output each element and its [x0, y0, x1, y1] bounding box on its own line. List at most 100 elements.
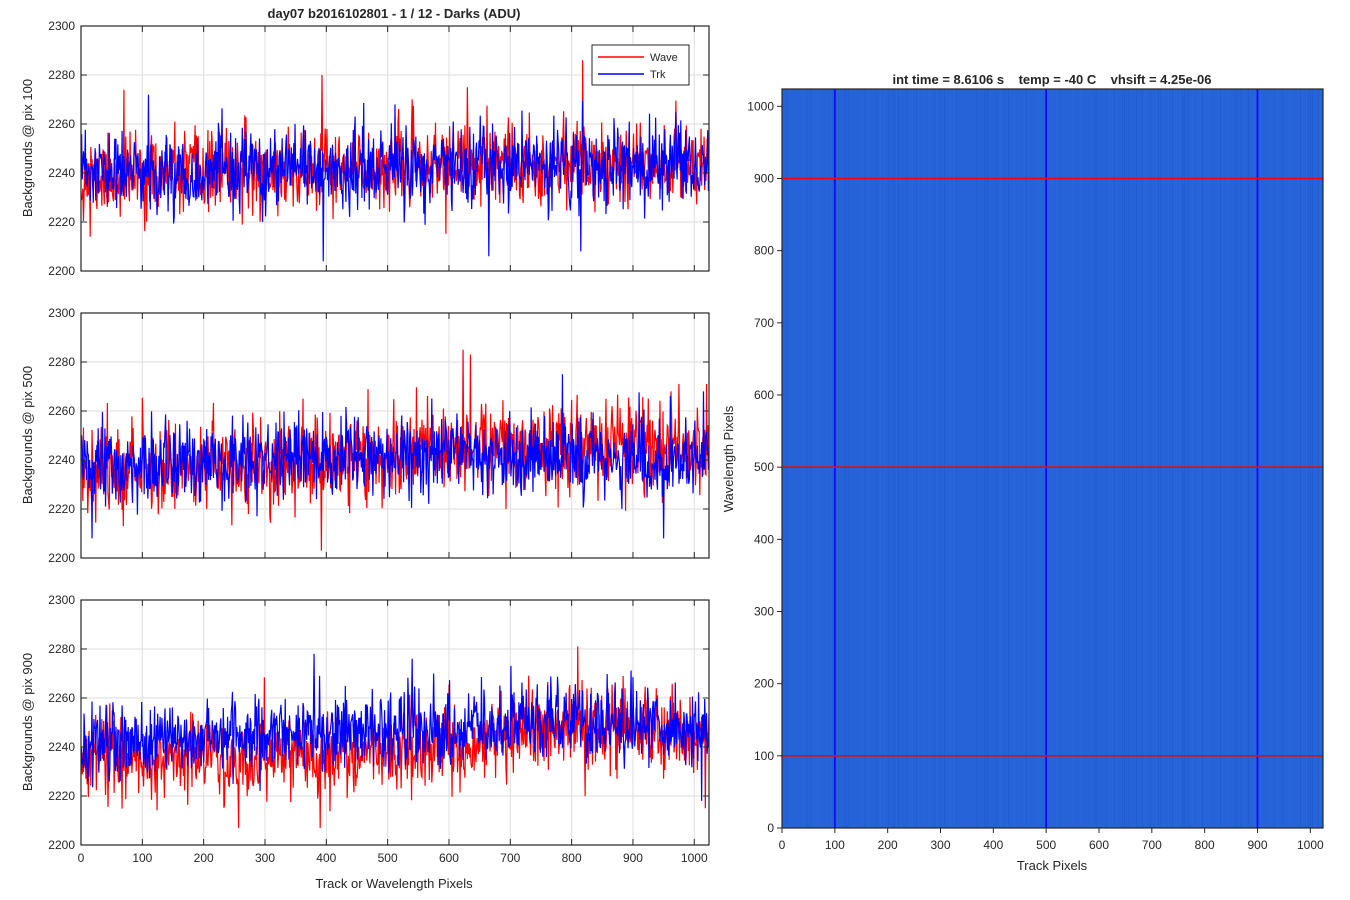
y-tick-label: 2200 — [48, 264, 75, 278]
heatmap-column-texture — [1298, 89, 1299, 828]
plot-area: 2200 2220 2240 2260 2280 2300 — [48, 306, 710, 565]
heatmap-column-texture — [1126, 89, 1127, 828]
heatmap-column-texture — [1122, 89, 1123, 828]
x-tick-label: 600 — [439, 851, 459, 865]
heatmap-column-texture — [810, 89, 811, 828]
heatmap-column-texture — [814, 89, 815, 828]
x-tick-label: 200 — [878, 838, 898, 852]
heatmap-column-texture — [1136, 89, 1137, 828]
heatmap-column-texture — [894, 89, 895, 828]
heatmap-column-texture — [1072, 89, 1073, 828]
heatmap-column-texture — [1276, 89, 1277, 828]
heatmap-column-texture — [826, 89, 827, 828]
y-tick-label: 2300 — [48, 593, 75, 607]
heatmap-column-texture — [848, 89, 849, 828]
heatmap-column-texture — [1228, 89, 1229, 828]
heatmap-column-texture — [804, 89, 805, 828]
heatmap-column-texture — [1114, 89, 1115, 828]
x-tick-label: 700 — [1142, 838, 1162, 852]
axes-frame — [781, 88, 1324, 829]
x-tick-label: 300 — [255, 851, 275, 865]
heatmap-column-texture — [832, 89, 833, 828]
heatmap-column-texture — [1202, 89, 1203, 828]
heatmap-column-texture — [934, 89, 935, 828]
heatmap-column-texture — [1274, 89, 1275, 828]
y-axis-label: Backgrounds @ pix 900 — [20, 653, 35, 791]
heatmap-column-texture — [816, 89, 817, 828]
heatmap-column-texture — [1180, 89, 1181, 828]
heatmap-column-texture — [1270, 89, 1271, 828]
heatmap-column-texture — [1096, 89, 1097, 828]
heatmap-column-texture — [906, 89, 907, 828]
panel-pix-100: 2200 2220 2240 2260 2280 2300 day07 b20161028… — [20, 6, 710, 278]
heatmap-column-texture — [876, 89, 877, 828]
y-tick-label: 200 — [754, 677, 774, 691]
heatmap-column-texture — [944, 89, 945, 828]
heatmap-column-texture — [880, 89, 881, 828]
series-line-wave — [81, 646, 709, 828]
x-tick-label: 100 — [825, 838, 845, 852]
y-tick-label: 800 — [754, 244, 774, 258]
heatmap-column-texture — [954, 89, 955, 828]
y-tick-label: 2260 — [48, 404, 75, 418]
heatmap-column-texture — [1200, 89, 1201, 828]
heatmap-column-texture — [1182, 89, 1183, 828]
heatmap-column-texture — [1220, 89, 1221, 828]
y-tick-label: 2260 — [48, 691, 75, 705]
heatmap-column-texture — [1288, 89, 1289, 828]
y-tick-label: 700 — [754, 316, 774, 330]
heatmap-column-texture — [1028, 89, 1029, 828]
heatmap-column-texture — [1302, 89, 1303, 828]
heatmap-column-texture — [1290, 89, 1291, 828]
y-tick-label: 900 — [754, 171, 774, 185]
heatmap-column-texture — [1222, 89, 1223, 828]
y-tick-label: 2220 — [48, 215, 75, 229]
y-tick-label: 2280 — [48, 68, 75, 82]
y-tick-label: 2240 — [48, 740, 75, 754]
heatmap-column-texture — [892, 89, 893, 828]
heatmap-column-texture — [1174, 89, 1175, 828]
heatmap-column-texture — [956, 89, 957, 828]
heatmap-column-texture — [1282, 89, 1283, 828]
heatmap-column-texture — [1300, 89, 1301, 828]
y-tick-label: 2240 — [48, 166, 75, 180]
heatmap-column-texture — [862, 89, 863, 828]
heatmap-column-texture — [1318, 89, 1319, 828]
heatmap-column-texture — [846, 89, 847, 828]
x-axis-label: Track or Wavelength Pixels — [315, 876, 473, 891]
heatmap-column-texture — [1234, 89, 1235, 828]
heatmap-column-texture — [1144, 89, 1145, 828]
legend[interactable]: Wave Trk — [591, 44, 690, 86]
heatmap-column-texture — [1110, 89, 1111, 828]
heatmap-column-texture — [1218, 89, 1219, 828]
y-tick-label: 2280 — [48, 642, 75, 656]
heatmap-column-texture — [1000, 89, 1001, 828]
heatmap-column-texture — [1150, 89, 1151, 828]
heatmap-column-texture — [864, 89, 865, 828]
y-tick-label: 600 — [754, 388, 774, 402]
y-tick-label: 2280 — [48, 355, 75, 369]
y-axis-label: Backgrounds @ pix 500 — [20, 366, 35, 504]
heatmap-column-texture — [806, 89, 807, 828]
heatmap-column-texture — [820, 89, 821, 828]
heatmap-plot-area: 0 100 200 300 400 500 600 700 800 900 1000 0 100 200 3… — [747, 88, 1324, 852]
legend-label-trk: Trk — [650, 69, 666, 81]
heatmap-column-texture — [1056, 89, 1057, 828]
heatmap-column-texture — [1080, 89, 1081, 828]
axes-frame — [80, 599, 710, 846]
heatmap-column-texture — [900, 89, 901, 828]
heatmap-column-texture — [928, 89, 929, 828]
heatmap-column-texture — [1052, 89, 1053, 828]
y-tick-label: 2220 — [48, 502, 75, 516]
heatmap-column-texture — [1164, 89, 1165, 828]
x-tick-label: 800 — [1195, 838, 1215, 852]
x-tick-label: 100 — [132, 851, 152, 865]
heatmap-column-texture — [786, 89, 787, 828]
x-tick-label: 1000 — [1297, 838, 1324, 852]
legend-label-wave: Wave — [650, 52, 678, 64]
heatmap-column-texture — [1172, 89, 1173, 828]
heatmap-column-texture — [844, 89, 845, 828]
heatmap-column-texture — [884, 89, 885, 828]
heatmap-column-texture — [976, 89, 977, 828]
heatmap-panel: 0 100 200 300 400 500 600 700 800 900 1000 0 100 200 3… — [721, 72, 1324, 873]
